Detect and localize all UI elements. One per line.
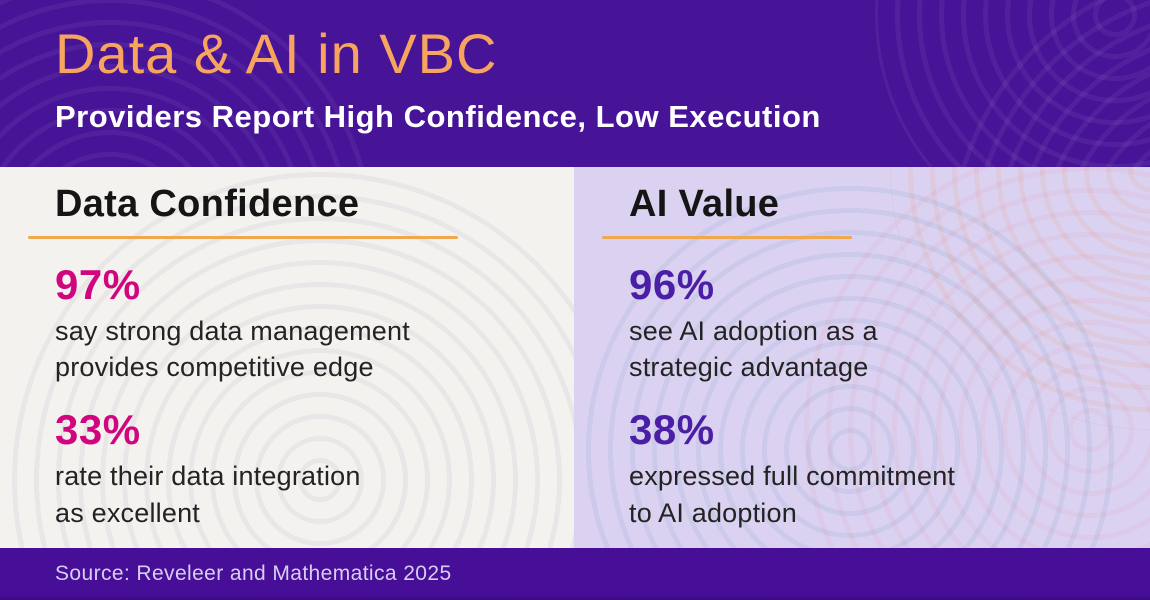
stat-description-line: rate their data integration: [55, 461, 361, 492]
stat-block: 97% say strong data management provides …: [55, 260, 534, 386]
stat-description: say strong data management provides comp…: [55, 313, 534, 386]
stat-description-line: expressed full commitment: [629, 461, 956, 492]
stat-description: rate their data integration as excellent: [55, 458, 534, 531]
panel-heading-data-confidence: Data Confidence: [55, 183, 360, 225]
page-subtitle: Providers Report High Confidence, Low Ex…: [55, 98, 821, 134]
stat-columns: Data Confidence 97% say strong data mana…: [0, 167, 1150, 548]
stat-description: expressed full commitment to AI adoption: [629, 458, 1110, 531]
panel-heading-ai-value: AI Value: [629, 183, 780, 225]
data-confidence-panel: Data Confidence 97% say strong data mana…: [0, 167, 574, 548]
stat-block: 38% expressed full commitment to AI adop…: [629, 405, 1110, 531]
ai-value-panel: AI Value 96% see AI adoption as a strate…: [574, 167, 1150, 548]
stat-description-line: as excellent: [55, 497, 200, 528]
stat-value: 38%: [629, 405, 715, 453]
stat-value: 96%: [629, 260, 715, 308]
page-title: Data & AI in VBC: [55, 22, 498, 85]
stat-description-line: see AI adoption as a: [629, 315, 878, 346]
heading-underline: [602, 235, 852, 239]
stat-description-line: strategic advantage: [629, 352, 869, 383]
data-confidence-content: Data Confidence 97% say strong data mana…: [0, 167, 574, 531]
stat-block: 96% see AI adoption as a strategic advan…: [629, 260, 1110, 386]
stat-value: 33%: [55, 405, 141, 453]
footer: Source: Reveleer and Mathematica 2025: [0, 548, 1150, 600]
source-text: Source: Reveleer and Mathematica 2025: [55, 562, 452, 585]
heading-underline: [28, 235, 458, 239]
stat-description: see AI adoption as a strategic advantage: [629, 313, 1110, 386]
stat-value: 97%: [55, 260, 141, 308]
ai-value-content: AI Value 96% see AI adoption as a strate…: [574, 167, 1150, 531]
stat-description-line: to AI adoption: [629, 497, 797, 528]
header: Data & AI in VBC Providers Report High C…: [0, 0, 1150, 167]
stat-description-line: say strong data management: [55, 315, 410, 346]
stat-description-line: provides competitive edge: [55, 352, 374, 383]
stat-block: 33% rate their data integration as excel…: [55, 405, 534, 531]
